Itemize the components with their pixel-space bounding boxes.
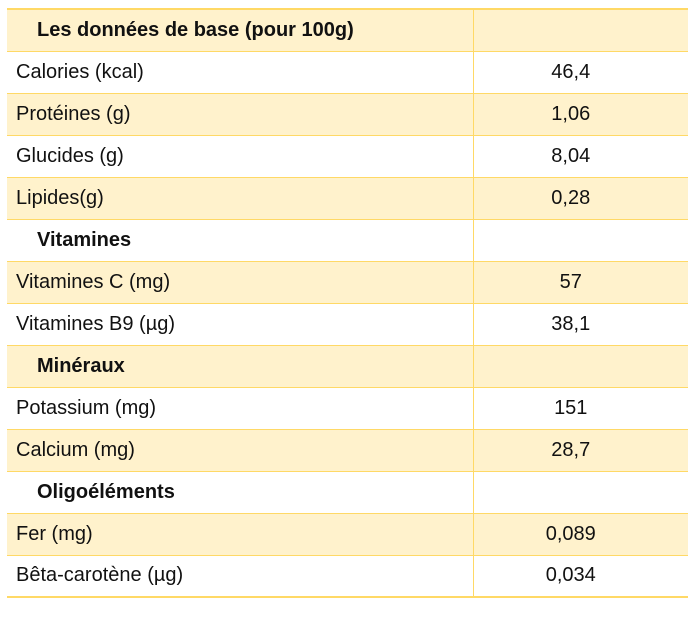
nutrient-value: 0,089 <box>473 512 688 556</box>
section-value <box>473 470 688 514</box>
table-row: Potassium (mg) 151 <box>7 386 688 430</box>
table-row: Vitamines C (mg) 57 <box>7 260 688 304</box>
nutrient-value: 0,034 <box>473 554 688 598</box>
section-value <box>473 8 688 52</box>
nutrient-value: 38,1 <box>473 302 688 346</box>
nutrient-label: Fer (mg) <box>7 512 474 556</box>
nutrient-value: 8,04 <box>473 134 688 178</box>
section-row-vitamins: Vitamines <box>7 218 688 262</box>
section-heading: Vitamines <box>7 218 474 262</box>
table-row: Protéines (g) 1,06 <box>7 92 688 136</box>
nutrition-table: Les données de base (pour 100g) Calories… <box>7 8 688 598</box>
table-row: Bêta-carotène (µg) 0,034 <box>7 554 688 598</box>
nutrient-value: 28,7 <box>473 428 688 472</box>
table-row: Lipides(g) 0,28 <box>7 176 688 220</box>
nutrient-value: 57 <box>473 260 688 304</box>
section-heading: Oligoéléments <box>7 470 474 514</box>
nutrient-value: 0,28 <box>473 176 688 220</box>
nutrient-value: 46,4 <box>473 50 688 94</box>
table-row: Fer (mg) 0,089 <box>7 512 688 556</box>
section-row-base-data: Les données de base (pour 100g) <box>7 8 688 52</box>
section-row-trace-elements: Oligoéléments <box>7 470 688 514</box>
nutrient-value: 1,06 <box>473 92 688 136</box>
nutrient-label: Vitamines C (mg) <box>7 260 474 304</box>
section-row-minerals: Minéraux <box>7 344 688 388</box>
nutrient-label: Calories (kcal) <box>7 50 474 94</box>
nutrient-label: Protéines (g) <box>7 92 474 136</box>
nutrient-label: Glucides (g) <box>7 134 474 178</box>
table-row: Vitamines B9 (µg) 38,1 <box>7 302 688 346</box>
section-heading: Minéraux <box>7 344 474 388</box>
table-row: Calories (kcal) 46,4 <box>7 50 688 94</box>
nutrient-label: Vitamines B9 (µg) <box>7 302 474 346</box>
nutrient-label: Calcium (mg) <box>7 428 474 472</box>
table-row: Glucides (g) 8,04 <box>7 134 688 178</box>
nutrient-label: Potassium (mg) <box>7 386 474 430</box>
table-row: Calcium (mg) 28,7 <box>7 428 688 472</box>
nutrient-label: Bêta-carotène (µg) <box>7 554 474 598</box>
section-value <box>473 218 688 262</box>
section-heading: Les données de base (pour 100g) <box>7 8 474 52</box>
nutrient-label: Lipides(g) <box>7 176 474 220</box>
section-value <box>473 344 688 388</box>
nutrient-value: 151 <box>473 386 688 430</box>
